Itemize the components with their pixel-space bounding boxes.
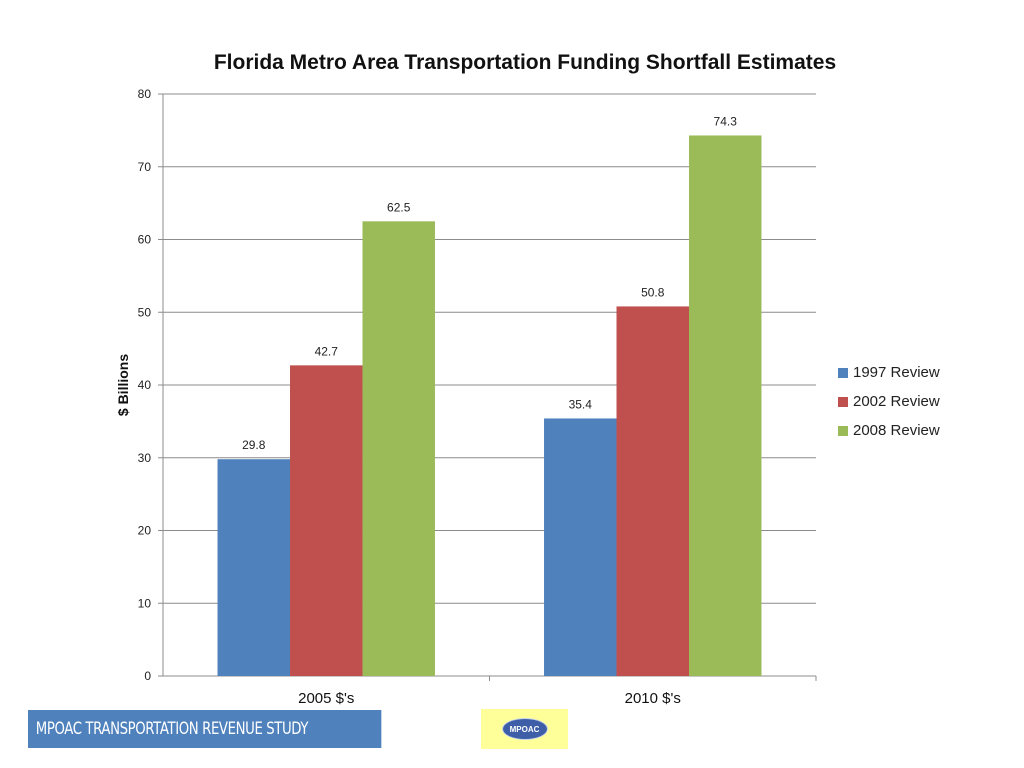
legend-swatch (838, 367, 848, 378)
legend-swatch (838, 425, 848, 436)
mpoac-logo-box: MPOAC (481, 709, 568, 749)
y-tick-label: 80 (138, 87, 152, 101)
mpoac-logo: MPOAC (502, 719, 547, 739)
bars (217, 135, 762, 676)
y-tick-label: 40 (138, 378, 152, 392)
bar (290, 365, 363, 676)
y-tick-label: 30 (138, 451, 152, 465)
y-tick-label: 60 (138, 233, 152, 247)
legend-swatch (838, 396, 848, 407)
data-label: 62.5 (387, 200, 411, 214)
bar (616, 306, 689, 676)
x-axis: 2005 $'s 2010 $'s (298, 676, 817, 707)
footer-title: MPOAC TRANSPORTATION REVENUE STUDY (28, 710, 382, 748)
data-label: 74.3 (714, 114, 738, 128)
legend-item: 2002 Review (838, 387, 940, 416)
legend-item: 2008 Review (838, 416, 940, 445)
y-tick-label: 10 (138, 596, 152, 610)
bar (217, 459, 291, 676)
y-tick-label: 50 (138, 305, 152, 319)
footer-banner: MPOAC TRANSPORTATION REVENUE STUDY MPOAC (28, 709, 568, 749)
chart-title: Florida Metro Area Transportation Fundin… (214, 51, 836, 74)
data-label: 50.8 (641, 285, 665, 299)
legend-item: 1997 Review (838, 358, 940, 387)
legend: 1997 Review 2002 Review 2008 Review (838, 358, 940, 445)
data-label: 42.7 (315, 344, 339, 358)
data-label: 29.8 (242, 438, 266, 452)
bar (362, 221, 435, 676)
data-label: 35.4 (569, 397, 593, 411)
category-label: 2005 $'s (298, 690, 354, 707)
legend-label: 2008 Review (853, 422, 940, 439)
y-axis-title: $ Billions (115, 354, 131, 416)
y-tick-label: 70 (138, 160, 152, 174)
legend-label: 1997 Review (853, 364, 940, 381)
category-label: 2010 $'s (625, 690, 681, 707)
bar (544, 418, 617, 676)
data-labels: 29.8 42.7 62.5 35.4 50.8 74.3 (242, 114, 737, 452)
bar (688, 135, 762, 676)
y-tick-label: 0 (144, 669, 151, 683)
y-tick-label: 20 (138, 524, 152, 538)
legend-label: 2002 Review (853, 393, 940, 410)
